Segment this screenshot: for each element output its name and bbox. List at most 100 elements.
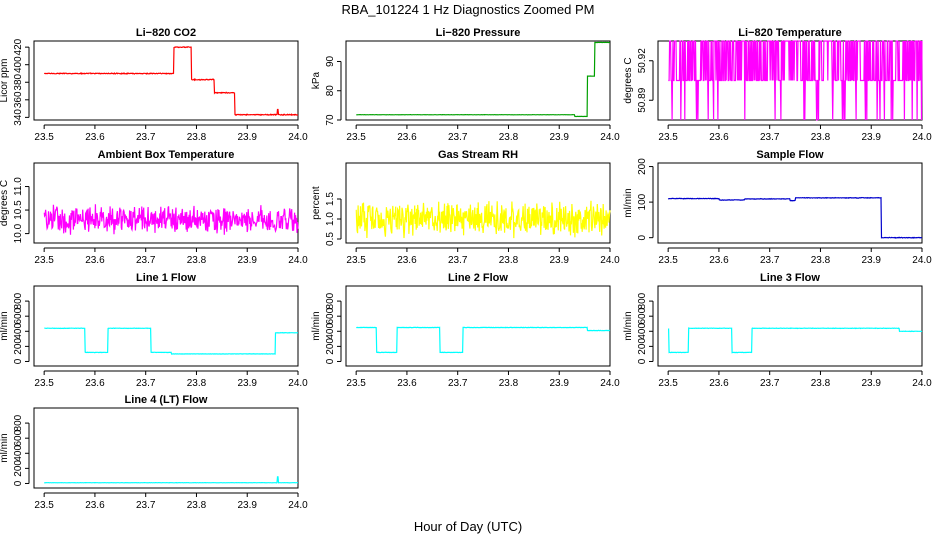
- x-tick-label: 23.5: [658, 255, 678, 266]
- x-tick-label: 23.8: [187, 500, 207, 511]
- panel-8: Line 2 Flow 23.5 23.6 23.7 23.8 23.9 24.0 0 2004…: [311, 272, 620, 389]
- x-tick-label: 23.6: [709, 255, 729, 266]
- y-tick-label: 0: [637, 358, 648, 364]
- x-tick-label: 24.0: [912, 132, 932, 143]
- y-tick-label: 600: [325, 307, 336, 324]
- x-tick-label: 24.0: [600, 255, 620, 266]
- y-tick-label: 800: [325, 292, 336, 309]
- y-axis-label: Licor ppm: [0, 59, 10, 103]
- plot-frame: [345, 285, 611, 367]
- y-tick-label: 70: [325, 114, 336, 126]
- panel-10: Line 4 (LT) Flow 23.5 23.6 23.7 23.8 23.9 24.0…: [0, 394, 308, 511]
- y-tick-label: 400: [325, 323, 336, 340]
- y-tick-label: 11.0: [13, 177, 24, 196]
- panels-grid: Li−820 CO2 23.5 23.6 23.7 23.8 23.9 24.0 340360…: [0, 27, 932, 511]
- x-tick-label: 24.0: [912, 255, 932, 266]
- x-tick-label: 23.6: [397, 378, 417, 389]
- data-series: [44, 47, 298, 116]
- y-axis-label: ml/min: [311, 311, 322, 340]
- y-tick-label: 1.0: [325, 212, 336, 226]
- plot-frame: [345, 40, 611, 121]
- x-tick-label: 23.5: [34, 378, 54, 389]
- panel-1: Li−820 CO2 23.5 23.6 23.7 23.8 23.9 24.0 340360…: [0, 27, 308, 143]
- x-tick-label: 23.6: [85, 500, 105, 511]
- y-tick-label: 100: [637, 193, 648, 210]
- x-tick-label: 23.9: [861, 378, 881, 389]
- x-tick-label: 24.0: [600, 378, 620, 389]
- x-tick-label: 23.9: [237, 132, 257, 143]
- y-tick-label: 0.5: [325, 232, 336, 246]
- x-tick-label: 23.5: [346, 132, 366, 143]
- plot-frame: [345, 162, 611, 244]
- data-series: [668, 198, 922, 239]
- y-tick-label: 400: [637, 323, 648, 340]
- x-tick-label: 23.6: [397, 132, 417, 143]
- figure-xlabel: Hour of Day (UTC): [414, 519, 522, 534]
- plot-frame: [33, 407, 299, 489]
- plot-frame: [657, 162, 923, 244]
- y-tick-label: 340: [13, 109, 24, 126]
- y-axis-label: ml/min: [0, 433, 10, 462]
- y-axis-label: degrees C: [623, 57, 634, 103]
- x-tick-label: 23.7: [136, 500, 156, 511]
- x-tick-label: 24.0: [600, 132, 620, 143]
- y-tick-label: 200: [13, 338, 24, 355]
- x-tick-label: 23.5: [346, 255, 366, 266]
- y-tick-label: 200: [13, 460, 24, 477]
- y-tick-label: 200: [637, 338, 648, 355]
- data-series: [356, 327, 610, 352]
- y-tick-label: 600: [13, 307, 24, 324]
- x-tick-label: 23.5: [34, 255, 54, 266]
- y-tick-label: 50.89: [637, 87, 648, 112]
- data-series: [44, 204, 298, 235]
- data-series: [356, 42, 610, 116]
- panel-title: Line 2 Flow: [448, 272, 508, 284]
- x-tick-label: 23.5: [34, 500, 54, 511]
- x-tick-label: 23.6: [85, 132, 105, 143]
- x-tick-label: 23.8: [499, 132, 519, 143]
- panel-6: Sample Flow 23.5 23.6 23.7 23.8 23.9 24.0 0 100 2…: [623, 149, 932, 266]
- x-tick-label: 23.9: [549, 132, 569, 143]
- x-tick-label: 23.8: [811, 378, 831, 389]
- x-tick-label: 23.6: [709, 378, 729, 389]
- x-tick-label: 24.0: [288, 500, 308, 511]
- data-series: [44, 477, 298, 483]
- x-tick-label: 24.0: [288, 132, 308, 143]
- panel-9: Line 3 Flow 23.5 23.6 23.7 23.8 23.9 24.0 0 2004…: [623, 272, 932, 389]
- panel-title: Li−820 CO2: [136, 27, 196, 39]
- x-tick-label: 23.8: [499, 378, 519, 389]
- data-series: [356, 201, 610, 239]
- x-tick-label: 23.8: [499, 255, 519, 266]
- panel-4: Ambient Box Temperature 23.5 23.6 23.7 23.8 2…: [0, 149, 308, 266]
- x-tick-label: 23.8: [187, 378, 207, 389]
- plot-frame: [33, 40, 299, 121]
- x-tick-label: 23.9: [237, 378, 257, 389]
- y-tick-label: 1.5: [325, 192, 336, 206]
- y-tick-label: 400: [13, 56, 24, 73]
- x-tick-label: 23.5: [658, 378, 678, 389]
- y-tick-label: 800: [637, 292, 648, 309]
- panel-title: Line 3 Flow: [760, 272, 820, 284]
- y-tick-label: 0: [637, 234, 648, 240]
- x-tick-label: 23.7: [448, 378, 468, 389]
- x-tick-label: 23.7: [760, 255, 780, 266]
- x-tick-label: 23.5: [658, 132, 678, 143]
- y-tick-label: 400: [13, 445, 24, 462]
- y-tick-label: 200: [637, 158, 648, 175]
- x-tick-label: 23.7: [136, 255, 156, 266]
- y-tick-label: 800: [13, 414, 24, 431]
- x-tick-label: 23.9: [861, 132, 881, 143]
- panel-title: Li−820 Temperature: [738, 27, 841, 39]
- y-axis-label: ml/min: [623, 311, 634, 340]
- x-tick-label: 23.7: [136, 132, 156, 143]
- x-tick-label: 23.9: [237, 255, 257, 266]
- x-tick-label: 23.9: [861, 255, 881, 266]
- y-tick-label: 0: [13, 480, 24, 486]
- y-tick-label: 360: [13, 91, 24, 108]
- x-tick-label: 23.5: [346, 378, 366, 389]
- y-tick-label: 380: [13, 73, 24, 90]
- panel-title: Line 1 Flow: [136, 272, 196, 284]
- x-tick-label: 23.6: [397, 255, 417, 266]
- panel-3: Li−820 Temperature 23.5 23.6 23.7 23.8 23.9 24…: [623, 27, 932, 143]
